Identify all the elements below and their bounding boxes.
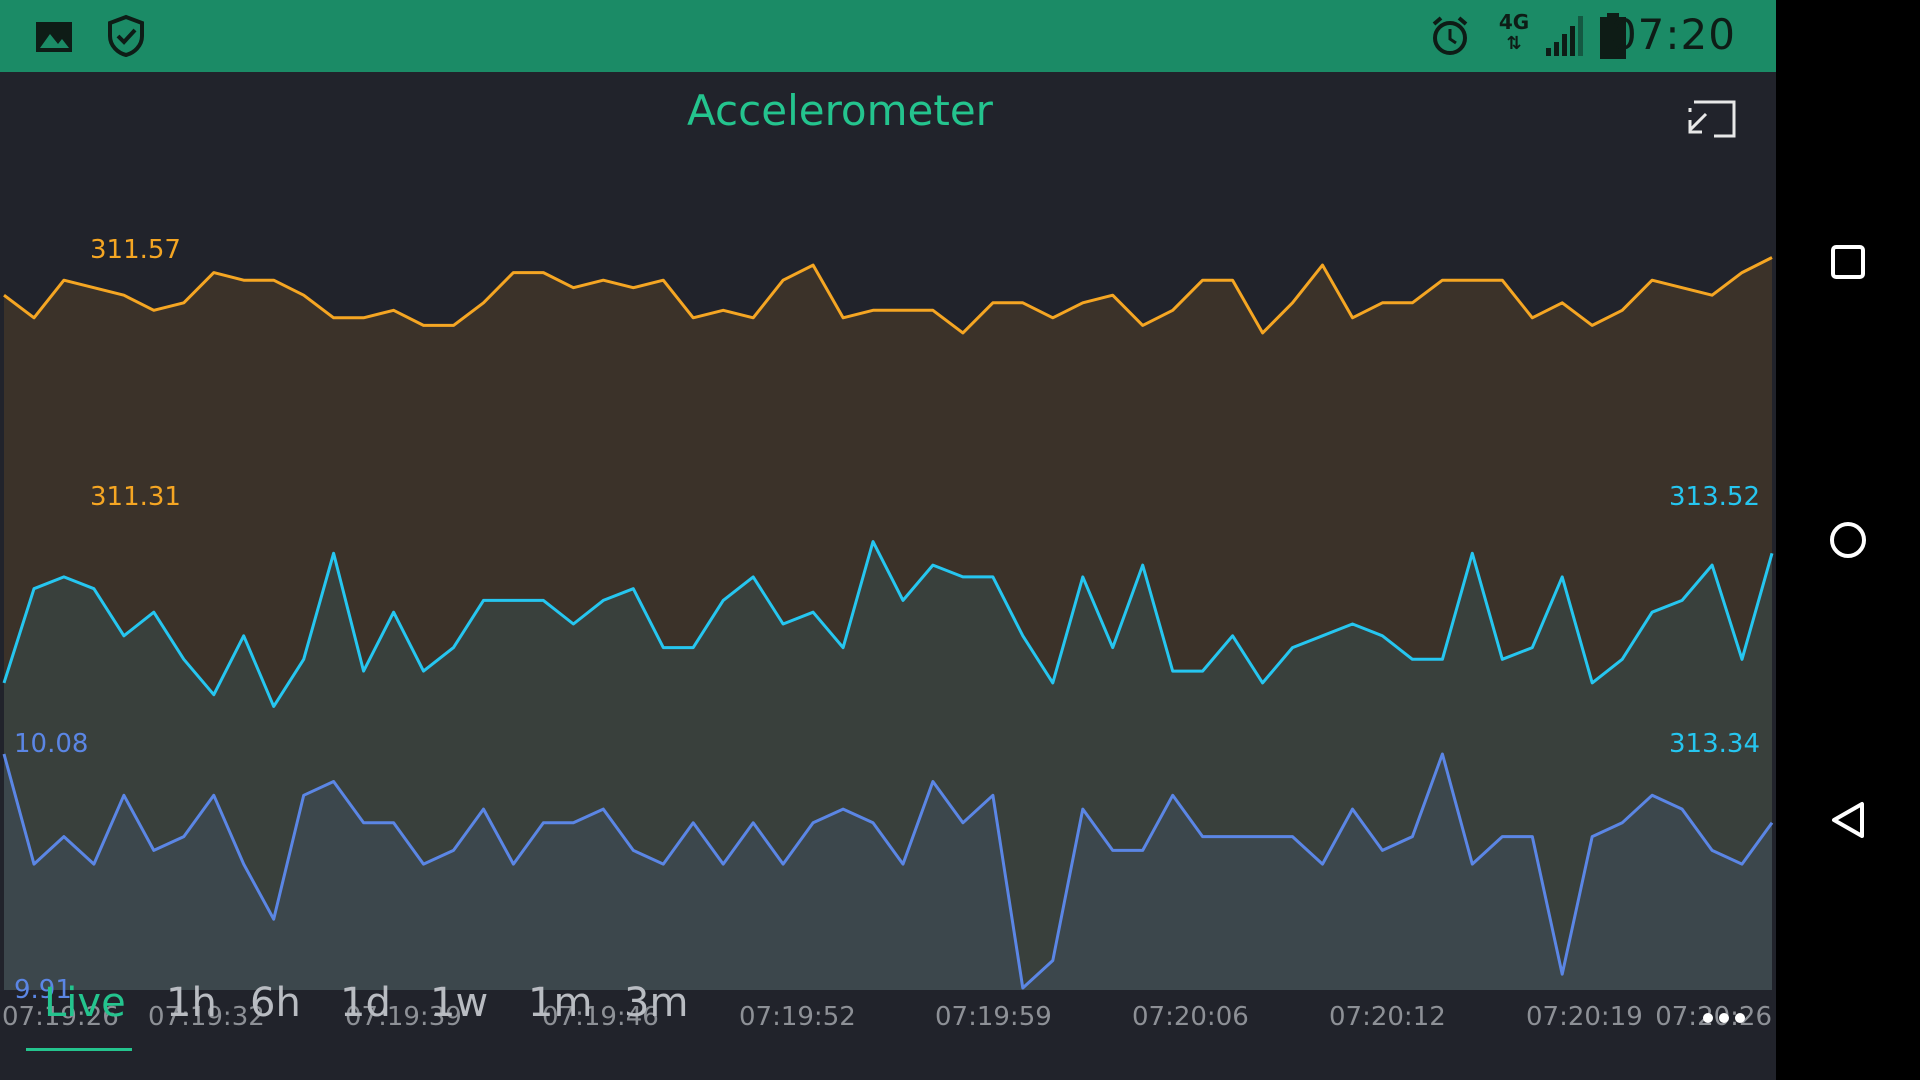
network-4g-icon: 4G ⇅ xyxy=(1498,10,1530,54)
active-tab-indicator xyxy=(26,1048,132,1051)
x-tick-label: 07:20:26 xyxy=(1655,1002,1772,1032)
exit-fullscreen-icon[interactable] xyxy=(1684,96,1740,144)
shield-check-icon xyxy=(108,14,144,58)
series-2-max-label: 313.52 xyxy=(1669,482,1760,512)
superchart-widget: Accelerometer 311.57 311.31 313.52 313.34 10… xyxy=(0,72,1776,1080)
more-horizontal-icon[interactable] xyxy=(1700,1006,1748,1030)
x-tick-label: 07:19:39 xyxy=(345,1002,462,1032)
alarm-icon xyxy=(1432,16,1468,55)
x-tick-label: 07:19:52 xyxy=(739,1002,856,1032)
series-2-min-label: 313.34 xyxy=(1669,729,1760,759)
tab-1m[interactable]: 1m xyxy=(528,980,593,1026)
status-time: 07:20 xyxy=(1609,10,1736,59)
series-3-max-label: 10.08 xyxy=(14,729,88,759)
series-2-line xyxy=(2,540,1774,708)
tab-6h[interactable]: 6h xyxy=(250,980,301,1026)
back-triangle-icon[interactable] xyxy=(1818,790,1878,850)
chart-area[interactable]: 311.57 311.31 313.52 313.34 10.08 9.9107:19:2… xyxy=(0,144,1776,1044)
network-label: 4G xyxy=(1498,10,1530,34)
tab-1h[interactable]: 1h xyxy=(166,980,217,1026)
series-3-line xyxy=(2,752,1774,990)
tab-live[interactable]: Live xyxy=(44,980,126,1026)
x-tick-label: 07:20:06 xyxy=(1132,1002,1249,1032)
x-tick-label: 07:20:12 xyxy=(1329,1002,1446,1032)
x-tick-label: 07:20:19 xyxy=(1526,1002,1643,1032)
gallery-icon xyxy=(36,22,72,52)
battery-icon xyxy=(1600,13,1626,59)
tab-1w[interactable]: 1w xyxy=(430,980,489,1026)
series-1-area xyxy=(4,257,1772,990)
home-circle-icon[interactable] xyxy=(1818,510,1878,570)
series-1-min-label: 311.31 xyxy=(90,482,181,512)
x-tick-label: 07:19:32 xyxy=(148,1002,265,1032)
tab-1d[interactable]: 1d xyxy=(340,980,391,1026)
x-tick-label: 07:19:26 xyxy=(2,1002,119,1032)
series-3-min-label: 9.91 xyxy=(14,975,72,1005)
chart-title: Accelerometer xyxy=(687,86,993,135)
series-1-max-label: 311.57 xyxy=(90,235,181,265)
recents-square-icon[interactable] xyxy=(1818,232,1878,292)
series-3-area xyxy=(4,754,1772,990)
status-bar: 4G ⇅ 07:20 xyxy=(0,0,1776,72)
signal-icon xyxy=(1546,16,1583,56)
x-tick-label: 07:19:59 xyxy=(935,1002,1052,1032)
tab-3m[interactable]: 3m xyxy=(624,980,689,1026)
series-1-line xyxy=(3,256,1773,335)
navigation-bar xyxy=(1776,0,1920,1080)
x-tick-label: 07:19:46 xyxy=(542,1002,659,1032)
